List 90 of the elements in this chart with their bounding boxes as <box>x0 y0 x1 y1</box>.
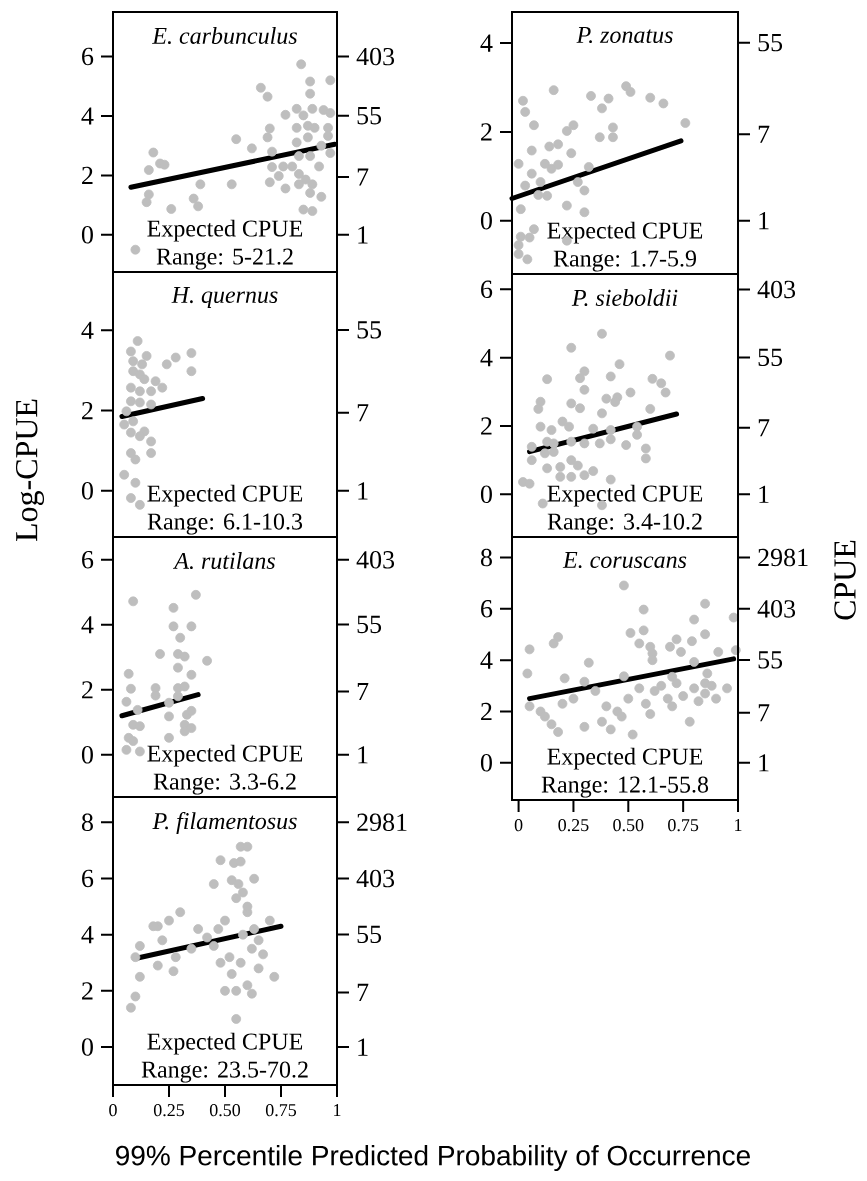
annotation: Range: 23.5-70.2 <box>141 1061 308 1083</box>
y-tick-label: 8 <box>81 813 93 832</box>
x-tick-label: 0 <box>109 1104 117 1117</box>
y-tick-label: 6 <box>481 600 493 618</box>
y2-tick-label: 403 <box>757 600 796 618</box>
y2-tick-label: 2981 <box>357 813 407 832</box>
y2-tick-label: 1 <box>358 482 368 500</box>
y2-tick-label: 1 <box>759 212 769 230</box>
y2-tick-label: 403 <box>356 47 395 66</box>
annotation: Range: 12.1-55.8 <box>541 776 709 798</box>
y-tick-label: 6 <box>82 551 94 569</box>
x-tick-label: 0.75 <box>265 1104 297 1117</box>
annotation: Range: 1.7-5.9 <box>553 250 697 272</box>
annotation: Expected CPUE <box>147 484 303 507</box>
y-tick-label: 0 <box>81 745 93 764</box>
y2-tick-label: 7 <box>357 168 369 186</box>
chart-title: P. zonatus <box>576 27 673 44</box>
x-tick-label: 0 <box>514 819 523 832</box>
y-tick-label: 4 <box>81 616 94 634</box>
y-tick-label: 0 <box>480 485 492 504</box>
annotation: Expected CPUE <box>147 744 303 767</box>
chart-title: E. carbunculus <box>152 27 297 45</box>
x-tick-label: 0.50 <box>613 819 644 832</box>
y-tick-label: 2 <box>82 166 93 185</box>
y-tick-label: 4 <box>480 34 493 52</box>
y2-tick-label: 1 <box>358 746 368 764</box>
x-tick-label: 0.50 <box>209 1104 241 1117</box>
y2-tick-label: 1 <box>759 485 769 503</box>
y2-tick-label: 55 <box>758 348 783 367</box>
x-tick-label: 1 <box>735 819 742 831</box>
text: P. filamentosus <box>152 812 297 835</box>
y2-tick-label: 7 <box>758 125 770 143</box>
annotation: Range: 5-21.2 <box>156 248 293 270</box>
y-tick-label: 0 <box>480 754 492 772</box>
x-tick-label: 0.25 <box>153 1104 185 1117</box>
y-tick-label: 0 <box>81 482 93 500</box>
chart-title: E. coruscans <box>562 552 687 569</box>
x-tick-label: 0.75 <box>668 819 699 832</box>
annotation: Expected CPUE <box>147 1032 303 1055</box>
x-tick-label: 0.25 <box>558 819 589 832</box>
y-tick-label: 4 <box>480 349 493 367</box>
y2-tick-label: 55 <box>357 107 382 125</box>
y2-tick-label: 403 <box>356 869 395 888</box>
y2-tick-label: 7 <box>758 704 770 722</box>
y2-tick-label: 55 <box>758 651 783 669</box>
y2-tick-label: 403 <box>757 280 796 299</box>
y-tick-label: 2 <box>481 702 492 721</box>
annotation: Expected CPUE <box>147 219 303 242</box>
annotation: Expected CPUE <box>547 747 703 770</box>
y-tick-label: 6 <box>82 47 94 66</box>
annotation: Range: 6.1-10.3 <box>147 513 303 535</box>
annotation: Range: 3.4-10.2 <box>547 513 702 535</box>
y2-tick-label: 7 <box>758 419 770 437</box>
annotation: Expected CPUE <box>547 221 703 244</box>
y2-tick-label: 55 <box>758 34 783 52</box>
y2-tick-label: 7 <box>357 682 369 701</box>
x-tick-label: 1 <box>334 1104 341 1116</box>
y-tick-label: 6 <box>82 869 94 888</box>
y-tick-label: 0 <box>480 211 492 230</box>
y-tick-label: 0 <box>81 226 93 244</box>
y2-tick-label: 55 <box>357 925 382 944</box>
y2-tick-label: 1 <box>759 754 769 772</box>
y2-tick-label: 7 <box>357 404 369 422</box>
y-tick-label: 0 <box>81 1038 93 1056</box>
y-tick-label: 4 <box>81 321 94 339</box>
y-tick-label: 4 <box>81 926 94 944</box>
y2-tick-label: 55 <box>357 321 382 339</box>
y-axis-title: Log-CPUE <box>15 399 45 542</box>
annotation: Expected CPUE <box>547 484 703 507</box>
x-axis-title: 99% Percentile Predicted Probability of Occurrence <box>116 1144 750 1172</box>
y-tick-label: 6 <box>481 280 493 299</box>
y2-tick-label: 403 <box>356 551 395 569</box>
text: H. quernus <box>171 287 278 308</box>
y-tick-label: 4 <box>480 651 493 669</box>
y-tick-label: 4 <box>81 107 94 125</box>
y2-tick-label: 7 <box>357 983 369 1001</box>
y-tick-label: 2 <box>82 681 93 699</box>
y2-tick-label: 1 <box>358 1038 368 1056</box>
chart-title: P. sieboldii <box>571 289 678 307</box>
y-tick-label: 2 <box>481 417 492 435</box>
y-tick-label: 2 <box>82 982 93 1000</box>
y-tick-label: 8 <box>480 548 492 567</box>
annotation: Range: 3.3-6.2 <box>153 773 296 795</box>
y2-tick-label: 2981 <box>758 548 808 567</box>
y2-tick-label: 55 <box>357 615 382 634</box>
chart-title: A. rutilans <box>173 552 275 570</box>
y2-tick-label: 1 <box>358 226 368 244</box>
y-tick-label: 2 <box>82 401 93 420</box>
y-tick-label: 2 <box>481 123 492 141</box>
y2-axis-title: CPUE <box>834 540 856 620</box>
